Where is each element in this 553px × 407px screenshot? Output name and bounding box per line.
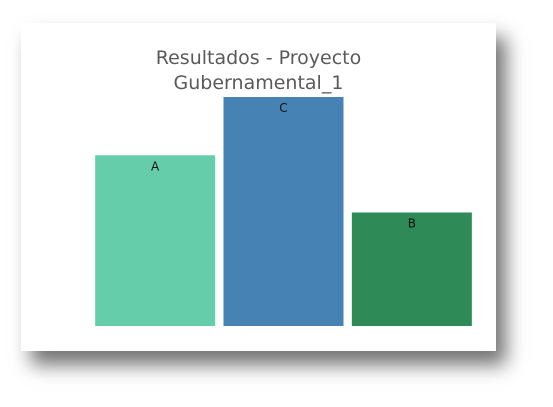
bar-c [223, 97, 344, 326]
bar-label-b: B [408, 217, 416, 231]
bar-chart-plot: A C B [95, 97, 472, 326]
bar-b [351, 212, 472, 326]
bar-label-c: C [279, 101, 287, 115]
chart-card: A C B Resultados - Proyecto Gubernamental_… [21, 23, 496, 351]
bar-a [95, 155, 216, 326]
chart-title: Resultados - Proyecto Gubernamental_1 [155, 47, 362, 94]
bar-label-a: A [151, 159, 160, 173]
